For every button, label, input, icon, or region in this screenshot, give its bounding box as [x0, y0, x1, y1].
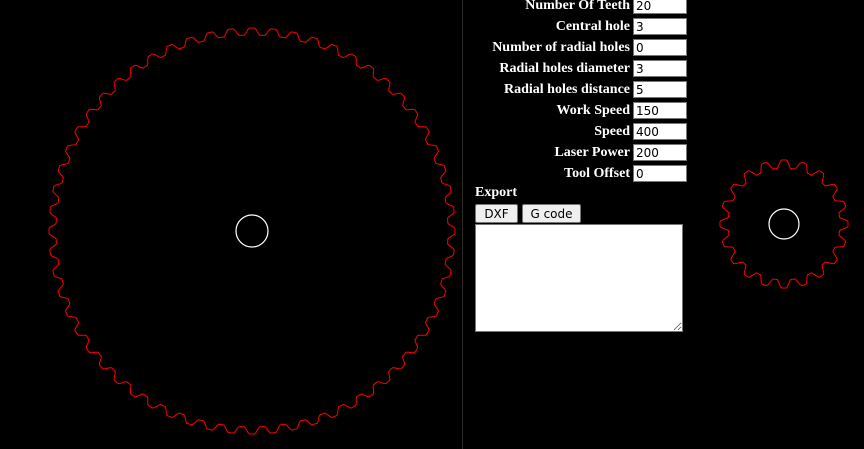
param-label-radial-holes-diameter: Radial holes diameter — [499, 60, 630, 76]
work-speed-input[interactable] — [633, 102, 687, 119]
tool-offset-input[interactable] — [633, 165, 687, 182]
central-hole-input[interactable] — [633, 18, 687, 35]
large-gear-central-hole — [235, 214, 269, 248]
parameters-form: Number Of Teeth Central hole Number of r… — [463, 0, 703, 184]
gcode-export-button[interactable]: G code — [522, 204, 581, 223]
radial-holes-distance-input[interactable] — [633, 81, 687, 98]
laser-power-input[interactable] — [633, 144, 687, 161]
small-gear-central-hole — [768, 208, 800, 240]
param-row-laser-power: Laser Power — [463, 142, 687, 163]
param-label-number-of-teeth: Number Of Teeth — [525, 0, 630, 13]
param-row-work-speed: Work Speed — [463, 100, 687, 121]
export-output-textarea[interactable] — [475, 224, 683, 332]
speed-input[interactable] — [633, 123, 687, 140]
param-row-tool-offset: Tool Offset — [463, 163, 687, 184]
number-of-teeth-input[interactable] — [633, 0, 687, 14]
large-gear-canvas — [48, 27, 456, 435]
param-row-central-hole: Central hole — [463, 16, 687, 37]
param-row-radial-holes-distance: Radial holes distance — [463, 79, 687, 100]
param-label-work-speed: Work Speed — [556, 102, 630, 118]
number-of-radial-holes-input[interactable] — [633, 39, 687, 56]
param-label-central-hole: Central hole — [555, 18, 630, 34]
param-row-radial-holes-diameter: Radial holes diameter — [463, 58, 687, 79]
panel-divider — [462, 0, 463, 449]
radial-holes-diameter-input[interactable] — [633, 60, 687, 77]
small-gear-outline — [719, 159, 849, 289]
param-label-tool-offset: Tool Offset — [564, 165, 630, 181]
param-label-laser-power: Laser Power — [554, 144, 630, 160]
param-row-speed: Speed — [463, 121, 687, 142]
param-label-number-of-radial-holes: Number of radial holes — [492, 39, 630, 55]
large-gear-outline — [48, 27, 456, 435]
small-gear-canvas — [719, 159, 849, 289]
param-row-number-of-teeth: Number Of Teeth — [463, 0, 687, 16]
dxf-export-button[interactable]: DXF — [475, 204, 518, 223]
param-row-number-of-radial-holes: Number of radial holes — [463, 37, 687, 58]
param-label-speed: Speed — [594, 123, 630, 139]
param-label-radial-holes-distance: Radial holes distance — [503, 81, 630, 97]
export-heading: Export — [475, 185, 517, 200]
